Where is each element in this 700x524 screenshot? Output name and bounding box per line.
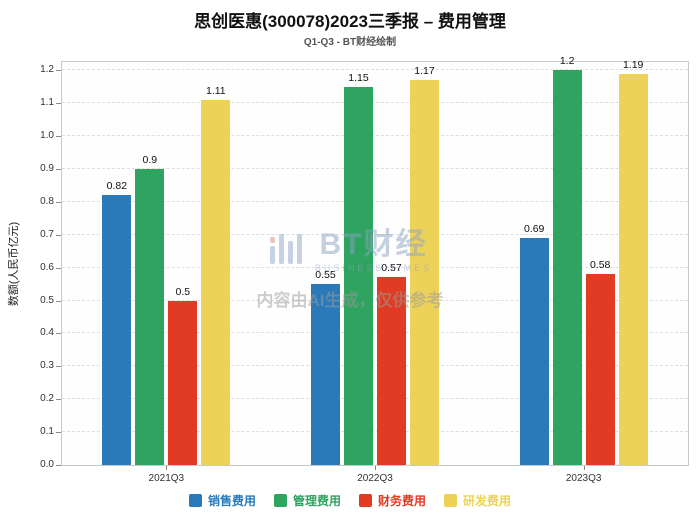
- bar-value-label: 0.5: [175, 285, 191, 298]
- legend: 销售费用 管理费用 财务费用 研发费用: [0, 492, 700, 509]
- y-tick-mark: [56, 300, 61, 302]
- y-tick-label: 0.7: [40, 228, 54, 240]
- gridline: [62, 398, 688, 400]
- y-tick-label: 0.8: [40, 195, 54, 207]
- legend-item-sales: 销售费用: [188, 492, 256, 509]
- bar-rd-2021Q3: [201, 99, 231, 465]
- bar-value-label: 1.11: [205, 84, 226, 97]
- legend-item-finance: 财务费用: [359, 492, 426, 509]
- legend-swatch-sales: [188, 494, 202, 507]
- gridline: [62, 431, 688, 433]
- bar-value-label: 1.2: [559, 55, 575, 68]
- legend-label-management: 管理费用: [292, 494, 341, 508]
- y-tick-label: 0.6: [40, 261, 54, 273]
- y-tick-label: 0.0: [40, 459, 54, 470]
- bar-value-label: 0.9: [142, 153, 158, 166]
- y-tick-mark: [56, 267, 61, 269]
- y-tick-mark: [56, 70, 61, 72]
- y-tick-mark: [56, 366, 61, 368]
- legend-item-management: 管理费用: [273, 492, 341, 509]
- bar-value-label: 0.82: [106, 180, 128, 193]
- y-tick-mark: [56, 234, 61, 236]
- legend-swatch-finance: [359, 494, 372, 507]
- y-tick-label: 0.4: [40, 327, 54, 339]
- bar-sales-2022Q3: [311, 284, 340, 465]
- bar-finance-2022Q3: [377, 277, 406, 465]
- gridline: [62, 299, 688, 301]
- legend-label-sales: 销售费用: [207, 494, 256, 508]
- bar-management-2023Q3: [552, 70, 582, 465]
- y-tick-mark: [56, 136, 61, 138]
- y-tick-label: 0.2: [40, 393, 54, 405]
- y-tick-label: 0.5: [40, 294, 54, 306]
- bar-value-label: 0.57: [381, 262, 402, 275]
- y-tick-label: 0.9: [40, 162, 54, 174]
- bar-sales-2021Q3: [102, 195, 132, 465]
- bar-finance-2023Q3: [585, 274, 615, 465]
- bar-management-2022Q3: [344, 86, 373, 465]
- gridline: [62, 332, 688, 334]
- gridline: [62, 233, 688, 235]
- x-tick-label: 2021Q3: [148, 473, 185, 484]
- x-tick-label: 2022Q3: [357, 473, 393, 484]
- y-tick-label: 0.1: [40, 426, 54, 438]
- legend-swatch-management: [273, 494, 287, 507]
- bar-value-label: 1.17: [414, 65, 435, 78]
- legend-label-finance: 财务费用: [378, 494, 427, 508]
- gridline: [62, 135, 688, 137]
- y-tick-mark: [56, 103, 61, 105]
- bar-finance-2021Q3: [168, 300, 198, 465]
- gridline: [62, 200, 688, 202]
- y-tick-mark: [56, 333, 61, 335]
- y-tick-mark: [56, 168, 61, 170]
- gridline: [62, 266, 688, 268]
- plot-area: [61, 61, 689, 466]
- gridline: [62, 69, 688, 71]
- y-tick-label: 1.2: [40, 64, 54, 76]
- legend-swatch-rd: [444, 494, 458, 507]
- bar-rd-2022Q3: [410, 80, 439, 465]
- bar-rd-2023Q3: [618, 73, 648, 465]
- bar-value-label: 0.58: [589, 259, 611, 272]
- x-tick-mark: [166, 466, 168, 470]
- chart-title: 思创医惠(300078)2023三季报 – 费用管理: [194, 12, 506, 31]
- legend-item-rd: 研发费用: [444, 492, 511, 509]
- legend-label-rd: 研发费用: [463, 494, 512, 508]
- y-tick-label: 1.1: [40, 97, 54, 109]
- gridline: [62, 167, 688, 169]
- bar-sales-2023Q3: [519, 238, 549, 465]
- bar-value-label: 1.19: [622, 58, 644, 71]
- x-tick-mark: [375, 466, 376, 470]
- gridline: [62, 102, 688, 104]
- chart-subtitle: Q1-Q3 - BT财经绘制: [303, 37, 397, 48]
- bar-value-label: 1.15: [348, 71, 369, 84]
- x-tick-label: 2023Q3: [565, 473, 602, 484]
- y-tick-mark: [56, 399, 61, 401]
- y-tick-mark: [56, 201, 61, 203]
- gridline: [62, 365, 688, 367]
- y-tick-label: 1.0: [40, 130, 54, 142]
- x-tick-mark: [583, 466, 585, 470]
- bar-value-label: 0.55: [315, 269, 336, 282]
- y-tick-label: 0.3: [40, 360, 54, 372]
- y-tick-mark: [56, 465, 61, 466]
- bar-management-2021Q3: [135, 168, 165, 465]
- bar-value-label: 0.69: [523, 223, 545, 235]
- y-tick-mark: [56, 432, 61, 434]
- y-axis-label: 数额(人民币亿元): [8, 221, 20, 307]
